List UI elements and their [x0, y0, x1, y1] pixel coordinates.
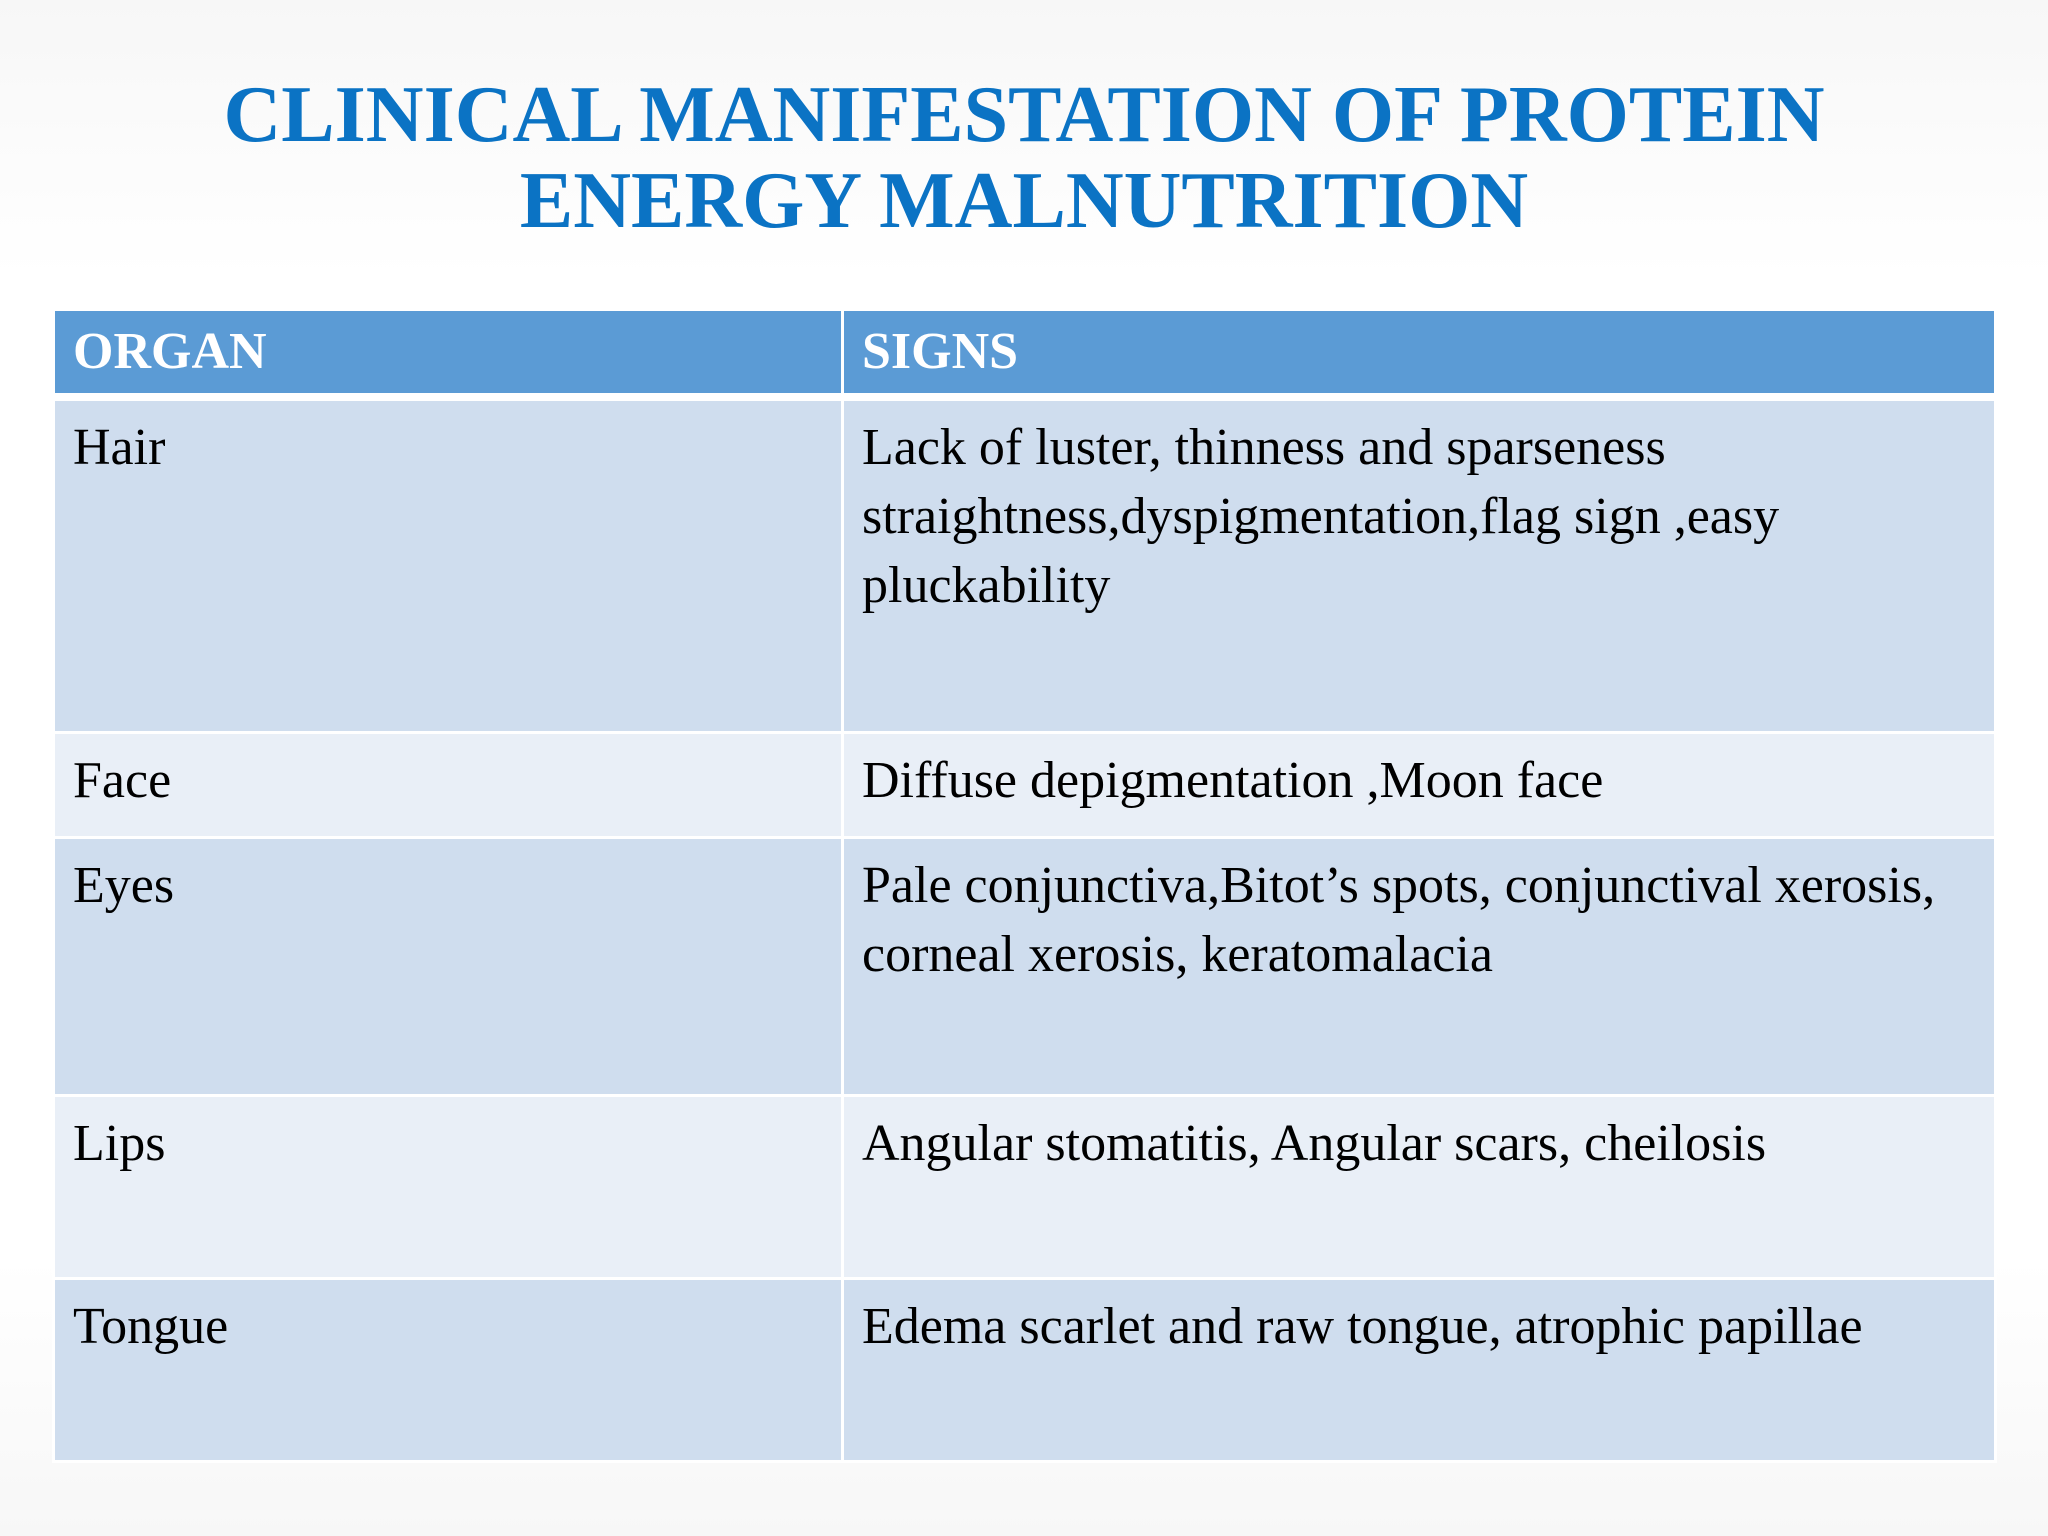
signs-cell: Lack of luster, thinness and sparseness … — [841, 395, 1997, 734]
table-row: Eyes Pale conjunctiva,Bitot’s spots, con… — [52, 836, 1997, 1097]
organ-cell: Face — [52, 731, 844, 839]
slide-title: CLINICAL MANIFESTATION OF PROTEIN ENERGY… — [100, 72, 1948, 244]
header-organ: ORGAN — [52, 308, 844, 401]
table-header-row: ORGAN SIGNS — [52, 308, 1997, 401]
manifestation-table: ORGAN SIGNS Hair Lack of luster, thinnes… — [52, 308, 1997, 1463]
table-row: Hair Lack of luster, thinness and sparse… — [52, 395, 1997, 734]
signs-cell: Edema scarlet and raw tongue, atrophic p… — [841, 1277, 1997, 1463]
table-row: Lips Angular stomatitis, Angular scars, … — [52, 1094, 1997, 1280]
table-row: Face Diffuse depigmentation ,Moon face — [52, 731, 1997, 839]
slide-title-line-1: CLINICAL MANIFESTATION OF PROTEIN — [223, 71, 1825, 159]
organ-cell: Tongue — [52, 1277, 844, 1463]
organ-cell: Lips — [52, 1094, 844, 1280]
signs-cell: Pale conjunctiva,Bitot’s spots, conjunct… — [841, 836, 1997, 1097]
organ-cell: Eyes — [52, 836, 844, 1097]
organ-cell: Hair — [52, 395, 844, 734]
signs-cell: Diffuse depigmentation ,Moon face — [841, 731, 1997, 839]
table-row: Tongue Edema scarlet and raw tongue, atr… — [52, 1277, 1997, 1463]
slide-title-line-2: ENERGY MALNUTRITION — [519, 157, 1529, 245]
header-signs: SIGNS — [841, 308, 1997, 401]
signs-cell: Angular stomatitis, Angular scars, cheil… — [841, 1094, 1997, 1280]
